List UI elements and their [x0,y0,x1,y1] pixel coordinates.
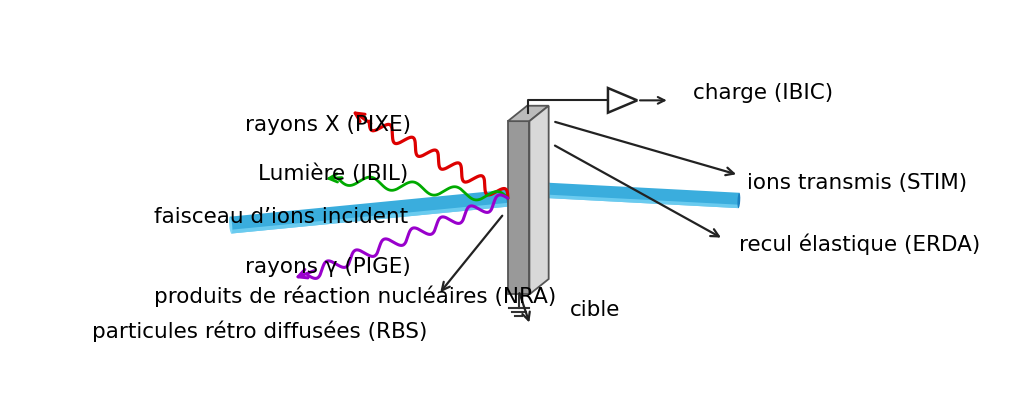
Ellipse shape [547,183,550,198]
Text: rayons X (PIXE): rayons X (PIXE) [245,115,411,135]
Polygon shape [548,183,739,208]
Ellipse shape [506,190,510,206]
Text: Lumière (IBIL): Lumière (IBIL) [258,163,408,184]
Polygon shape [608,88,637,113]
Text: recul élastique (ERDA): recul élastique (ERDA) [739,234,980,255]
Ellipse shape [737,193,740,208]
Polygon shape [229,190,509,234]
Text: particules rétro diffusées (RBS): particules rétro diffusées (RBS) [92,321,428,342]
Polygon shape [529,106,549,294]
Text: charge (IBIC): charge (IBIC) [692,83,833,103]
Text: cible: cible [569,300,620,320]
Text: ions transmis (STIM): ions transmis (STIM) [746,173,967,193]
Polygon shape [508,106,549,121]
Ellipse shape [229,217,232,234]
Text: produits de réaction nucléaires (NRA): produits de réaction nucléaires (NRA) [154,285,556,307]
Polygon shape [508,121,529,294]
Polygon shape [548,195,738,208]
Text: faisceau d’ions incident: faisceau d’ions incident [154,207,408,227]
Text: rayons γ (PIGE): rayons γ (PIGE) [245,258,411,278]
Polygon shape [231,203,509,234]
